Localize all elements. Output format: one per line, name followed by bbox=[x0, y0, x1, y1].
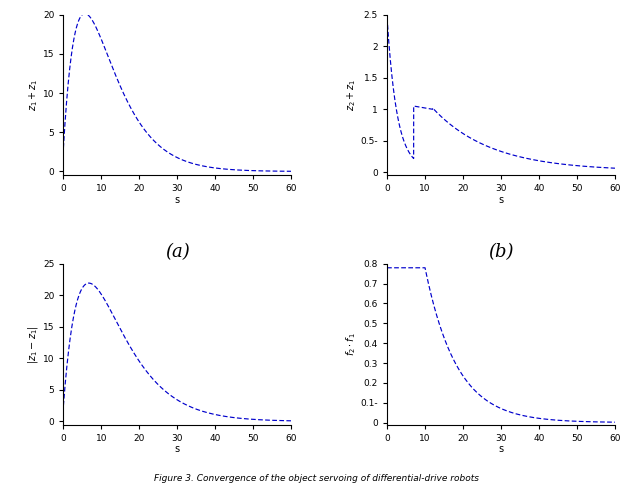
Text: (b): (b) bbox=[488, 243, 514, 261]
X-axis label: s: s bbox=[175, 195, 180, 205]
Y-axis label: $z_2+z_1$: $z_2+z_1$ bbox=[345, 79, 358, 111]
Text: (a): (a) bbox=[165, 243, 190, 261]
X-axis label: s: s bbox=[175, 444, 180, 454]
X-axis label: s: s bbox=[498, 444, 503, 454]
Y-axis label: $f_2 \cdot f_1$: $f_2 \cdot f_1$ bbox=[344, 332, 358, 356]
Y-axis label: $|z_1-z_1|$: $|z_1-z_1|$ bbox=[26, 325, 40, 364]
Text: Figure 3. Convergence of the object servoing of differential-drive robots: Figure 3. Convergence of the object serv… bbox=[155, 474, 479, 483]
Y-axis label: $z_1+z_1$: $z_1+z_1$ bbox=[27, 79, 40, 111]
X-axis label: s: s bbox=[498, 195, 503, 205]
